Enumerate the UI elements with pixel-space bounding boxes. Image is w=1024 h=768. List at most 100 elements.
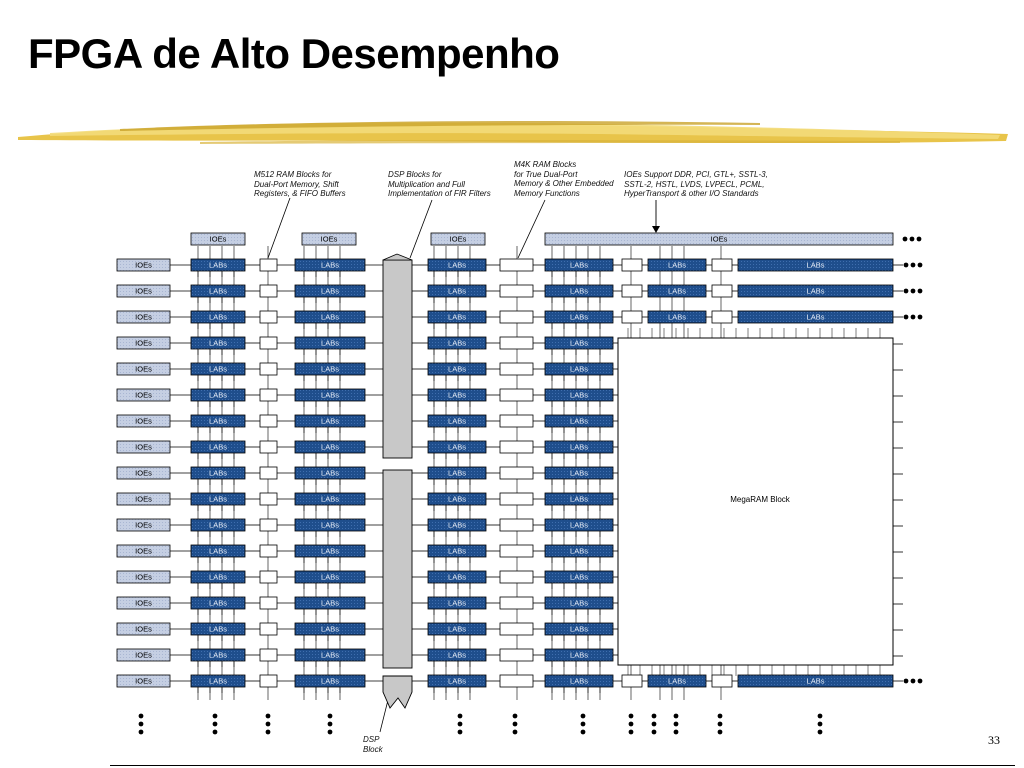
ellipsis-dots [910, 288, 916, 294]
ellipsis-dots-vertical [212, 721, 218, 727]
m4k-ram-block [499, 388, 534, 402]
lab-block-label: LABs [570, 598, 588, 607]
m512-ram-block [259, 414, 278, 428]
m4k-ram-block [499, 492, 534, 506]
ellipsis-dots-vertical [457, 721, 463, 727]
left-ioe-block-label: IOEs [135, 572, 152, 581]
m512-ram-block [259, 518, 278, 532]
lab-block-label: LABs [448, 546, 466, 555]
lab-block-label: LABs [570, 416, 588, 425]
m512-annotation: M512 RAM Blocks for Dual-Port Memory, Sh… [254, 170, 346, 198]
m4k-ram-block [499, 518, 534, 532]
lab-block-label: LABs [209, 598, 227, 607]
top-ioe-block-label: IOEs [210, 234, 227, 243]
ioe-standards-annotation: IOEs Support DDR, PCI, GTL+, SSTL-3, SST… [624, 170, 768, 198]
m512-ram-block [621, 674, 643, 688]
ellipsis-dots-vertical [817, 721, 823, 727]
m512-ram-block [259, 570, 278, 584]
ellipsis-dots [917, 262, 923, 268]
m512-ram-block [711, 258, 733, 272]
lab-block-label: LABs [209, 338, 227, 347]
ellipsis-dots [910, 262, 916, 268]
lab-block-label: LABs [448, 494, 466, 503]
m512-ram-block [711, 674, 733, 688]
m512-ram-block [259, 284, 278, 298]
left-ioe-block-label: IOEs [135, 416, 152, 425]
lab-block-label: LABs [570, 390, 588, 399]
m512-ram-block [259, 440, 278, 454]
m512-ram-block [259, 258, 278, 272]
ellipsis-dots-vertical [327, 729, 333, 735]
lab-block-label: LABs [321, 260, 339, 269]
lab-block-label: LABs [209, 546, 227, 555]
annotation-leader [517, 199, 546, 259]
lab-block-label: LABs [209, 416, 227, 425]
left-ioe-block-label: IOEs [135, 286, 152, 295]
ellipsis-dots-vertical [212, 729, 218, 735]
lab-block-label: LABs [570, 364, 588, 373]
lab-block-label: LABs [570, 624, 588, 633]
m512-ram-block [621, 284, 643, 298]
ellipsis-dots-vertical [673, 729, 679, 735]
ellipsis-dots-vertical [327, 721, 333, 727]
left-ioe-block-label: IOEs [135, 260, 152, 269]
m512-ram-block [259, 544, 278, 558]
ellipsis-dots-vertical [265, 729, 271, 735]
lab-block-label: LABs [448, 416, 466, 425]
ellipsis-dots-vertical [673, 713, 679, 719]
lab-block-label: LABs [448, 520, 466, 529]
lab-block-label: LABs [321, 390, 339, 399]
left-ioe-block-label: IOEs [135, 494, 152, 503]
ellipsis-dots-vertical [673, 721, 679, 727]
lab-block-label: LABs [570, 442, 588, 451]
lab-block-label: LABs [570, 468, 588, 477]
megaram-block [617, 337, 894, 666]
lab-block-label: LABs [321, 364, 339, 373]
top-ioe-block [430, 232, 486, 246]
ellipsis-dots [902, 236, 908, 242]
lab-block-label: LABs [209, 312, 227, 321]
ellipsis-dots [903, 262, 909, 268]
ellipsis-dots-vertical [817, 729, 823, 735]
lab-block-label: LABs [570, 546, 588, 555]
lab-block-label: LABs [448, 286, 466, 295]
m4k-ram-block [499, 362, 534, 376]
annotation-arrowhead [652, 226, 660, 233]
m512-ram-block [259, 466, 278, 480]
m512-ram-block [259, 622, 278, 636]
lab-block-label: LABs [209, 494, 227, 503]
ellipsis-dots-vertical [265, 713, 271, 719]
lab-block-label: LABs [570, 494, 588, 503]
ellipsis-dots-vertical [138, 729, 144, 735]
lab-block-label: LABs [668, 676, 686, 685]
ellipsis-dots [909, 236, 915, 242]
footer-rule [110, 765, 1015, 766]
lab-block-label: LABs [209, 650, 227, 659]
m512-ram-block [711, 284, 733, 298]
lab-block-label: LABs [570, 650, 588, 659]
dsp-annotation: DSP Blocks for Multiplication and Full I… [388, 170, 491, 198]
lab-block-label: LABs [448, 650, 466, 659]
m512-ram-block [259, 596, 278, 610]
m512-ram-block [259, 648, 278, 662]
ellipsis-dots [910, 678, 916, 684]
lab-block-label: LABs [448, 572, 466, 581]
m512-ram-block [621, 258, 643, 272]
ellipsis-dots [903, 314, 909, 320]
dsp-column-lower [382, 469, 413, 669]
lab-block-label: LABs [209, 676, 227, 685]
m4k-ram-block [499, 648, 534, 662]
annotation-leader [379, 699, 389, 733]
top-ioe-block-label: IOEs [450, 234, 467, 243]
lab-block-label: LABs [209, 286, 227, 295]
dsp-column-upper [382, 259, 413, 459]
lab-block-label: LABs [668, 286, 686, 295]
ellipsis-dots-vertical [512, 713, 518, 719]
m4k-ram-block [499, 596, 534, 610]
ellipsis-dots-vertical [717, 713, 723, 719]
lab-block-label: LABs [570, 286, 588, 295]
left-ioe-block-label: IOEs [135, 390, 152, 399]
ellipsis-dots-vertical [580, 713, 586, 719]
ellipsis-dots [917, 678, 923, 684]
